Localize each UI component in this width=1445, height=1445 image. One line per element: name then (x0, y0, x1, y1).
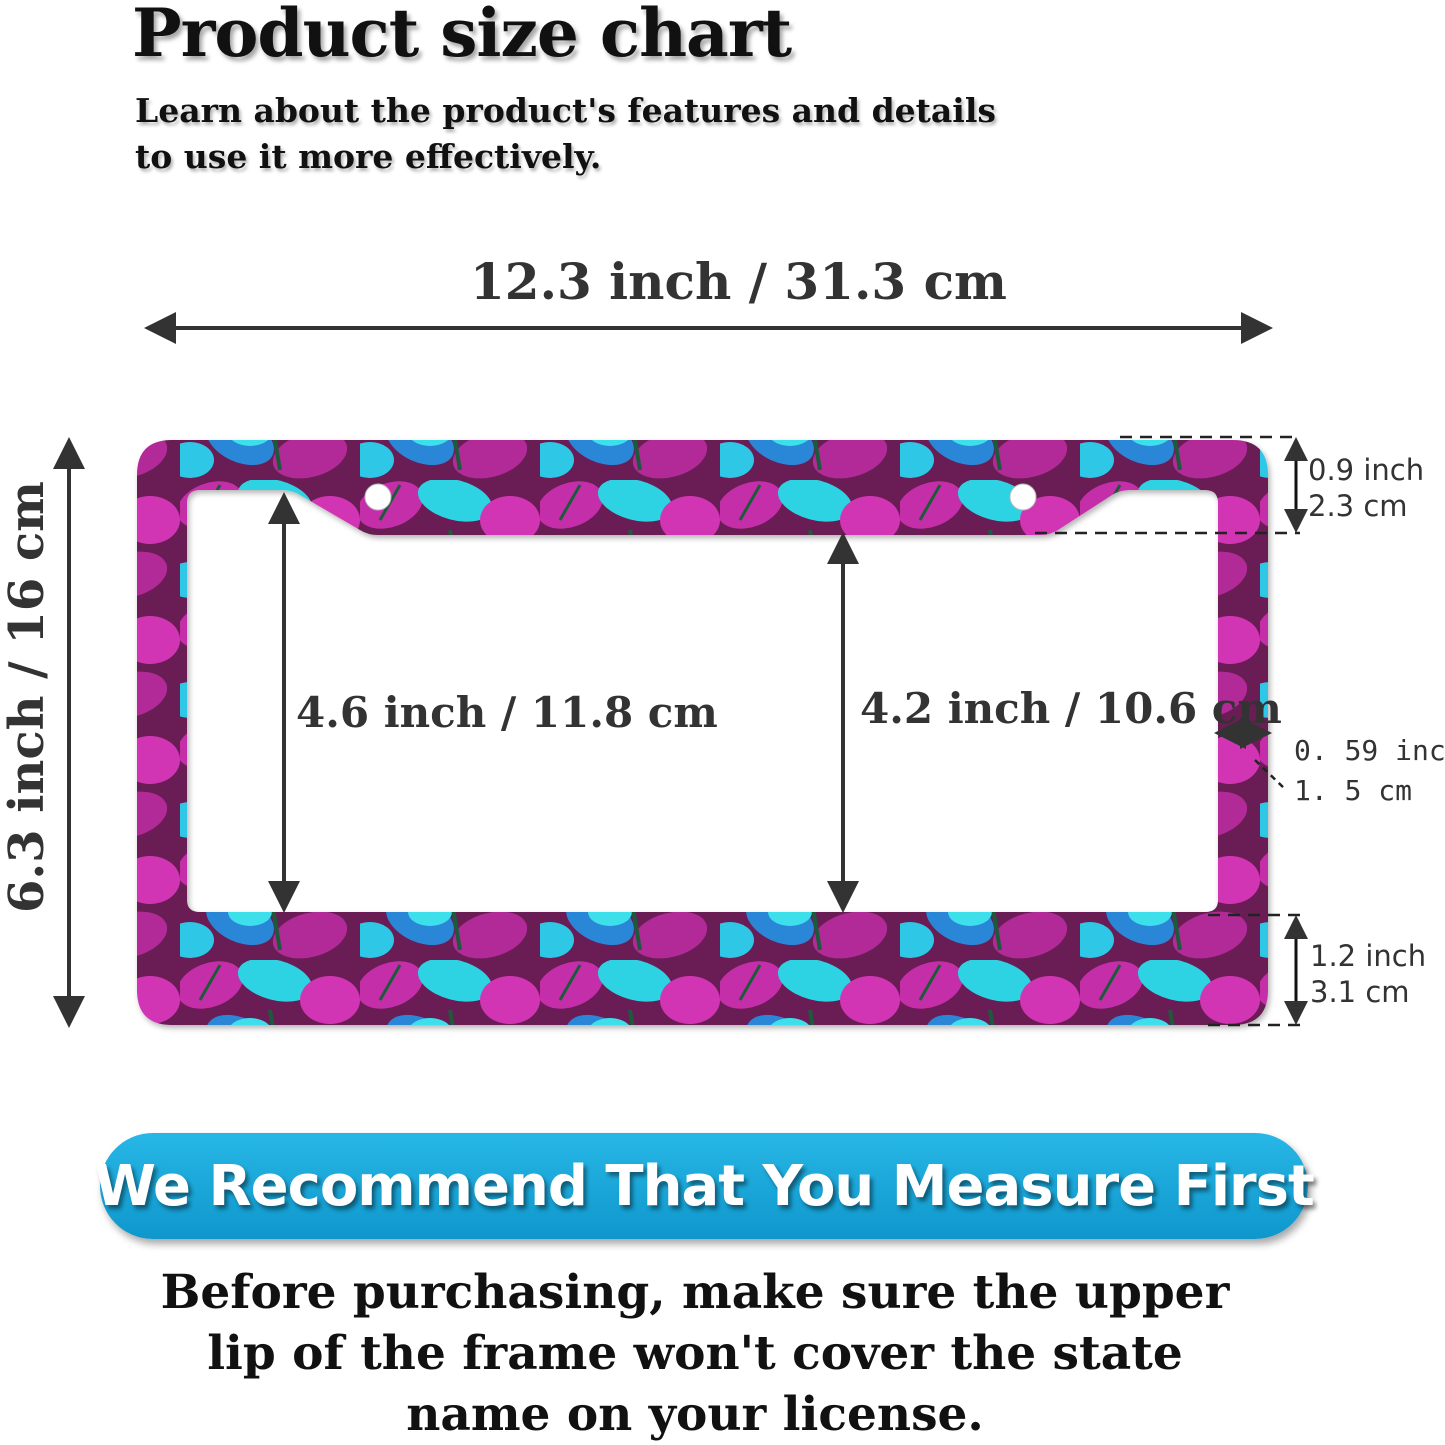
side-border-cm: 1. 5 cm (1294, 774, 1413, 807)
bottom-border-inch: 1.2 inch (1310, 939, 1427, 973)
recommendation-banner: We Recommend That You Measure First (94, 1133, 1315, 1239)
page-title: Product size chart (132, 0, 792, 72)
bottom-border-cm: 3.1 cm (1310, 975, 1410, 1009)
note-line-3: name on your license. (406, 1387, 984, 1442)
subtitle-line-1: Learn about the product's features and d… (135, 91, 996, 130)
top-border-inch: 0.9 inch (1308, 453, 1425, 487)
border-guides (1035, 435, 1300, 1027)
subtitle-line-2: to use it more effectively. (135, 137, 602, 176)
side-border-inch: 0. 59 inch (1294, 734, 1445, 767)
note-line-2: lip of the frame won't cover the state (207, 1326, 1183, 1381)
side-border-label: 0. 59 inch 1. 5 cm (1294, 731, 1445, 811)
banner-text: We Recommend That You Measure First (94, 1153, 1314, 1219)
purchase-note: Before purchasing, make sure the upper l… (0, 1262, 1390, 1445)
mounting-hole-left (364, 483, 392, 511)
inner-left-height-label: 4.6 inch / 11.8 cm (296, 688, 718, 737)
width-label: 12.3 inch / 31.3 cm (470, 252, 1007, 311)
top-border-cm: 2.3 cm (1308, 489, 1408, 523)
inner-right-height-label: 4.2 inch / 10.6 cm (860, 684, 1282, 733)
mounting-hole-right (1009, 483, 1037, 511)
bottom-border-label: 1.2 inch 3.1 cm (1310, 938, 1426, 1010)
note-line-1: Before purchasing, make sure the upper (160, 1265, 1230, 1320)
subtitle: Learn about the product's features and d… (135, 88, 996, 180)
frame-diagram (53, 312, 1308, 1028)
license-plate-frame (137, 440, 1268, 1025)
top-border-label: 0.9 inch 2.3 cm (1308, 452, 1424, 524)
